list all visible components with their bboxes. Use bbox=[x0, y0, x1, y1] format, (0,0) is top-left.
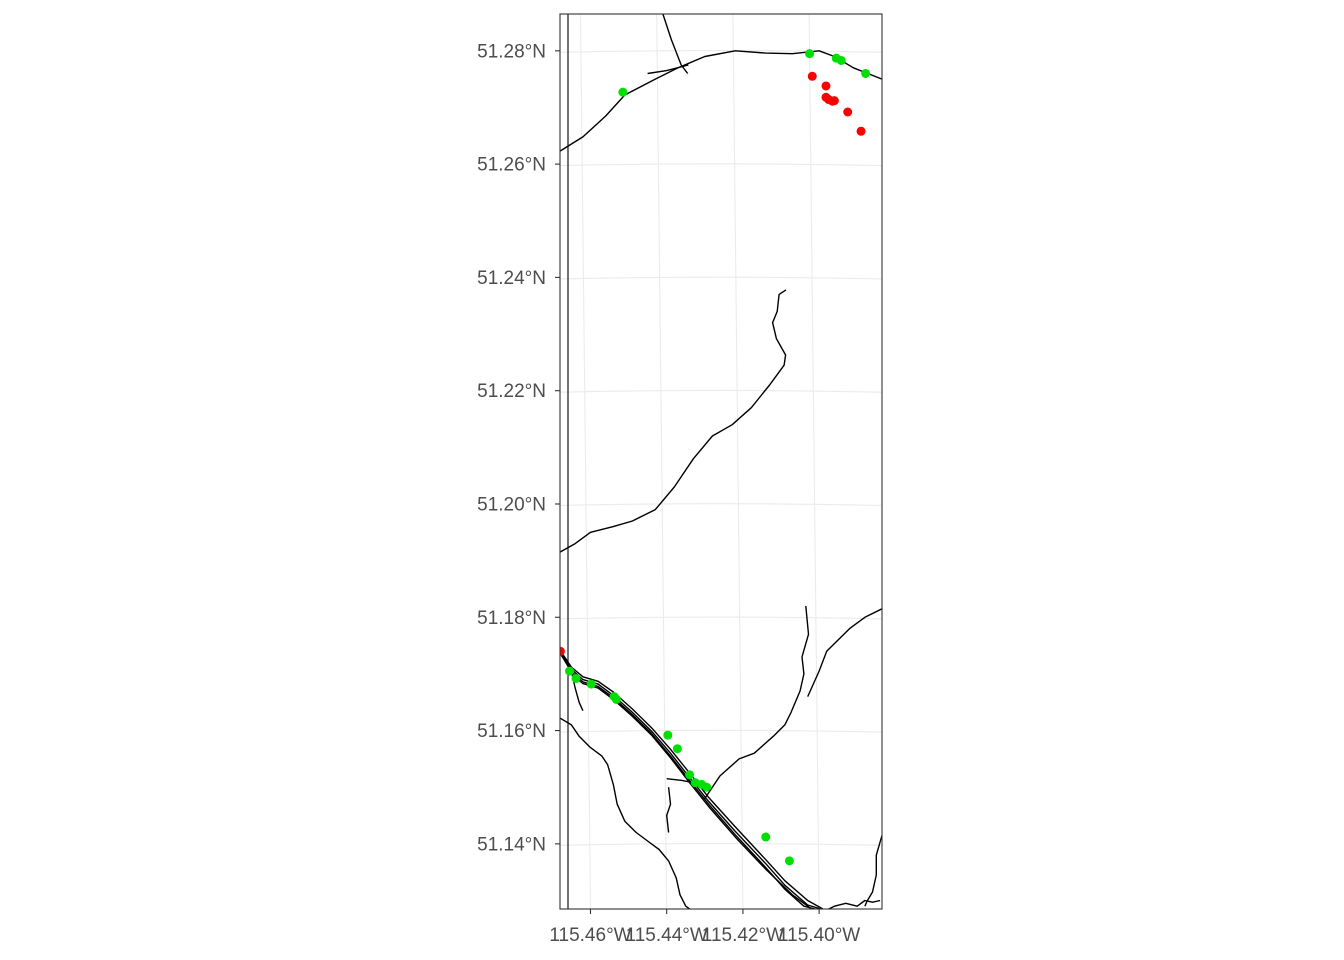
x-tick-label: 115.44°W bbox=[626, 925, 708, 946]
green-point bbox=[611, 694, 621, 704]
graticule-grid bbox=[560, 14, 882, 909]
y-tick-label: 51.28°N bbox=[477, 41, 546, 62]
road-line bbox=[662, 14, 689, 74]
y-tick-label: 51.16°N bbox=[477, 721, 546, 742]
road-line bbox=[560, 649, 824, 909]
green-point bbox=[702, 782, 712, 792]
green-point bbox=[861, 68, 871, 78]
road-line bbox=[828, 899, 881, 909]
x-tick-label: 115.46°W bbox=[549, 925, 631, 946]
lat-gridline bbox=[560, 50, 882, 53]
y-tick-label: 51.14°N bbox=[477, 834, 546, 855]
lon-gridline bbox=[732, 14, 744, 909]
red-point bbox=[807, 71, 817, 81]
y-tick-label: 51.24°N bbox=[477, 268, 546, 289]
y-tick-label: 51.22°N bbox=[477, 381, 546, 402]
road-line bbox=[570, 673, 812, 909]
road-line bbox=[807, 608, 882, 697]
road-line bbox=[560, 717, 691, 909]
road-line bbox=[666, 778, 694, 784]
green-point bbox=[663, 730, 673, 740]
x-tick-label: 115.40°W bbox=[778, 925, 860, 946]
green-point bbox=[761, 832, 771, 842]
red-point bbox=[856, 126, 866, 136]
green-point bbox=[618, 87, 628, 97]
green-point bbox=[571, 673, 581, 683]
road-line bbox=[560, 289, 787, 553]
lat-gridline bbox=[560, 389, 882, 393]
green-point bbox=[805, 49, 815, 59]
red-point bbox=[560, 646, 565, 656]
green-point bbox=[565, 666, 575, 676]
lat-gridline bbox=[560, 163, 882, 167]
panel-border bbox=[559, 13, 883, 910]
lon-gridline bbox=[656, 14, 668, 909]
road-line bbox=[666, 787, 672, 833]
road-line bbox=[647, 64, 689, 75]
green-point bbox=[672, 744, 682, 754]
road-line bbox=[864, 835, 882, 907]
lon-gridline bbox=[579, 14, 592, 909]
red-point bbox=[843, 107, 853, 117]
lat-gridline bbox=[560, 616, 882, 620]
green-point bbox=[784, 856, 794, 866]
line-features bbox=[560, 14, 882, 909]
road-line bbox=[704, 605, 810, 799]
y-tick-label: 51.18°N bbox=[477, 608, 546, 629]
point-features bbox=[560, 49, 871, 866]
green-point bbox=[836, 55, 846, 65]
green-point bbox=[685, 770, 695, 780]
green-point bbox=[586, 679, 596, 689]
lon-gridline bbox=[808, 14, 820, 909]
y-tick-label: 51.26°N bbox=[477, 155, 546, 176]
red-point bbox=[829, 96, 839, 106]
y-tick-label: 51.20°N bbox=[477, 494, 546, 515]
road-line bbox=[560, 650, 822, 909]
lat-gridline bbox=[560, 503, 882, 507]
lat-gridline bbox=[560, 276, 882, 280]
x-tick-label: 115.42°W bbox=[702, 925, 784, 946]
lat-gridline bbox=[560, 729, 882, 733]
road-line bbox=[560, 50, 882, 152]
red-point bbox=[821, 81, 831, 91]
y-axis-ticks: 51.14°N 51.16°N 51.18°N 51.20°N 51.22°N 51.24… bbox=[477, 41, 560, 855]
lat-gridline bbox=[560, 843, 882, 846]
